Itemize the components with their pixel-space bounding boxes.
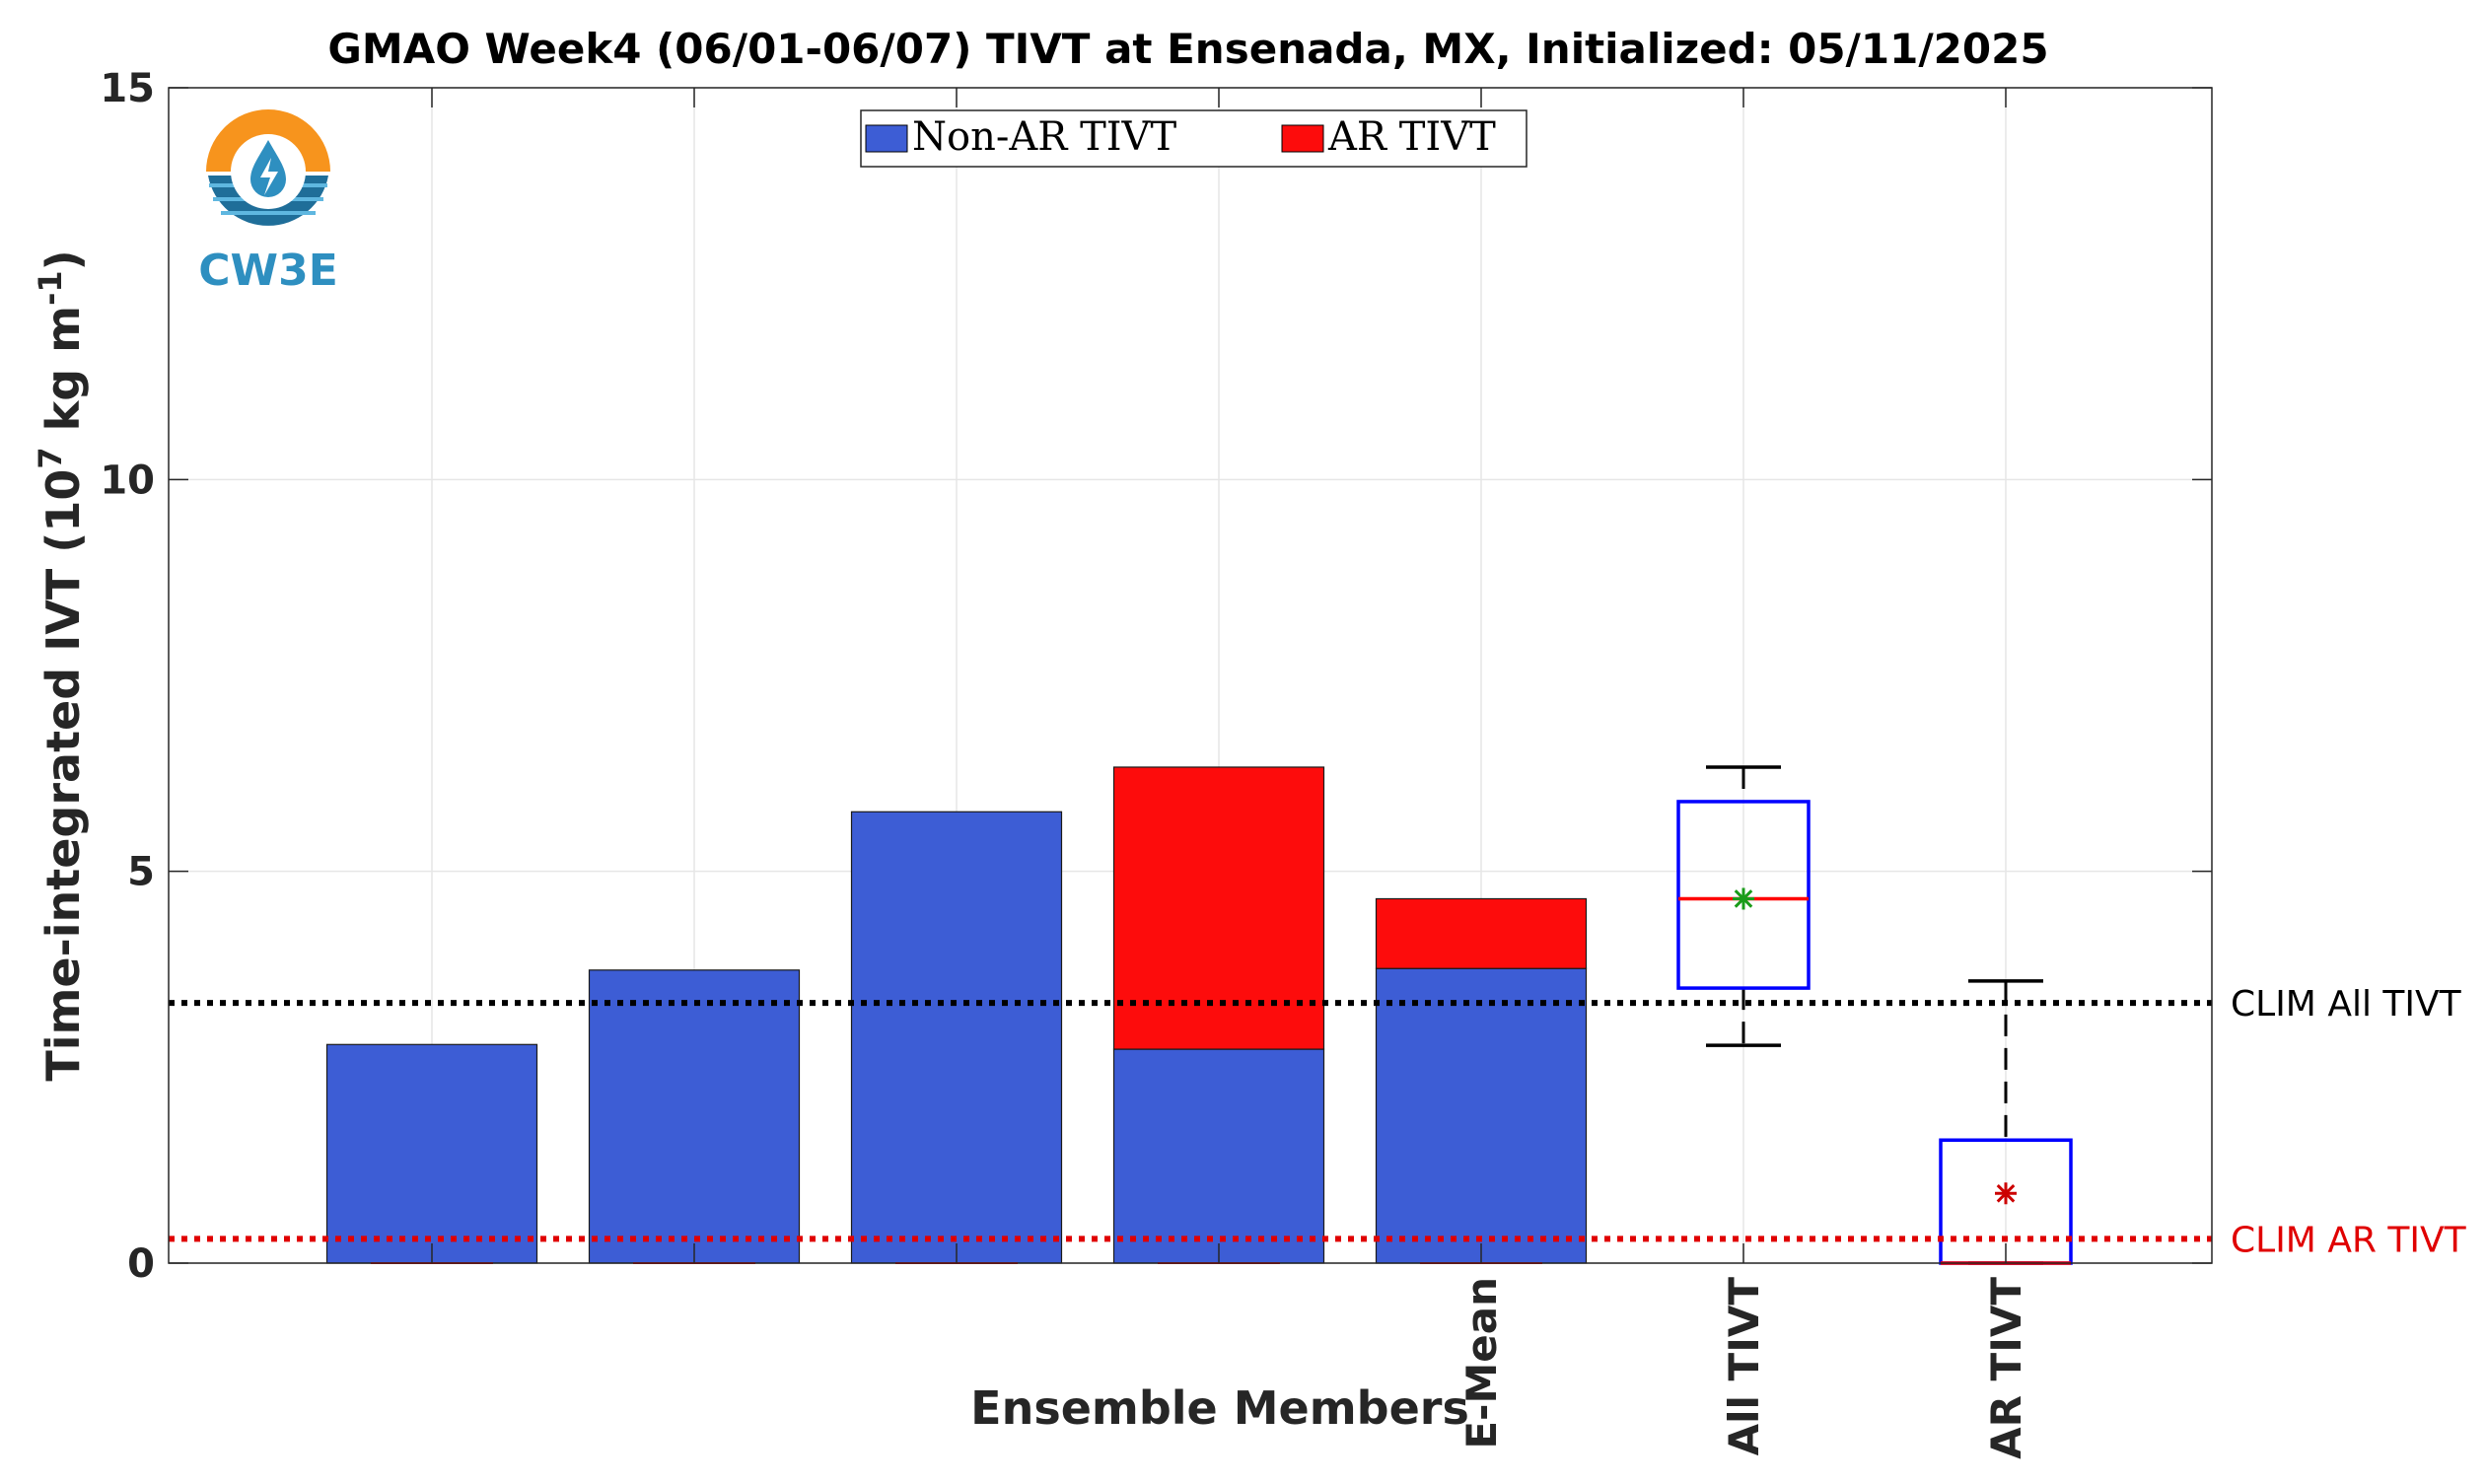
bar-ar-4 bbox=[1375, 897, 1588, 969]
mean-marker-stroke-1-3 bbox=[1996, 1183, 2016, 1203]
box-0 bbox=[1676, 800, 1811, 990]
y-axis-ticks: 0 5 10 15 bbox=[100, 66, 2212, 1287]
x-tick-label-6: AR TIVT bbox=[1982, 1277, 2030, 1459]
bar-non-ar-0 bbox=[325, 1043, 538, 1264]
chart-title: GMAO Week4 (06/01-06/07) TIVT at Ensenad… bbox=[327, 25, 2048, 73]
cw3e-logo: CW3E bbox=[198, 109, 338, 296]
bars bbox=[325, 766, 1588, 1264]
logo-text: CW3E bbox=[198, 246, 338, 296]
bar-non-ar-1 bbox=[588, 969, 801, 1264]
y-tick-label-0: 0 bbox=[127, 1241, 155, 1287]
y-tick-label-3: 15 bbox=[100, 66, 155, 111]
bar-non-ar-3 bbox=[1112, 1048, 1325, 1264]
legend-label-non-ar: Non-AR TIVT bbox=[912, 114, 1176, 160]
x-tick-label-4: E-Mean bbox=[1457, 1277, 1506, 1449]
mean-marker-stroke-0-3 bbox=[1734, 889, 1753, 908]
bar-ar-3 bbox=[1112, 766, 1325, 1050]
y-axis-label: Time-integrated IVT (107 kg m-1) bbox=[32, 249, 90, 1081]
bar-non-ar-2 bbox=[850, 811, 1063, 1264]
y-axis-label-mid: kg m bbox=[36, 306, 90, 447]
ref-label-0: CLIM All TIVT bbox=[2231, 984, 2462, 1025]
y-axis-label-sup1: 7 bbox=[32, 447, 69, 468]
y-tick-label-2: 10 bbox=[100, 458, 155, 503]
x-axis-labels: E-Mean All TIVT AR TIVT bbox=[431, 88, 2030, 1459]
x-axis-label: Ensemble Members bbox=[970, 1381, 1469, 1435]
plot-frame bbox=[168, 87, 2213, 1264]
x-tick-label-5: All TIVT bbox=[1720, 1277, 1768, 1456]
y-tick-label-1: 5 bbox=[127, 850, 155, 895]
ref-label-1: CLIM AR TIVT bbox=[2231, 1220, 2467, 1260]
mean-marker-0 bbox=[1733, 887, 1754, 910]
bar-non-ar-4 bbox=[1375, 967, 1588, 1264]
legend: Non-AR TIVT AR TIVT bbox=[860, 109, 1528, 168]
legend-swatch-ar bbox=[1281, 124, 1324, 153]
logo-bolt-icon bbox=[260, 158, 278, 195]
reference-lines: CLIM All TIVT CLIM AR TIVT bbox=[169, 984, 2467, 1260]
y-axis-label-sup2: -1 bbox=[32, 270, 69, 306]
mean-marker-1 bbox=[1995, 1182, 2017, 1205]
legend-label-ar: AR TIVT bbox=[1327, 114, 1496, 160]
legend-box bbox=[860, 109, 1528, 168]
y-axis-label-end: ) bbox=[36, 249, 90, 270]
legend-swatch-non-ar bbox=[865, 124, 908, 153]
